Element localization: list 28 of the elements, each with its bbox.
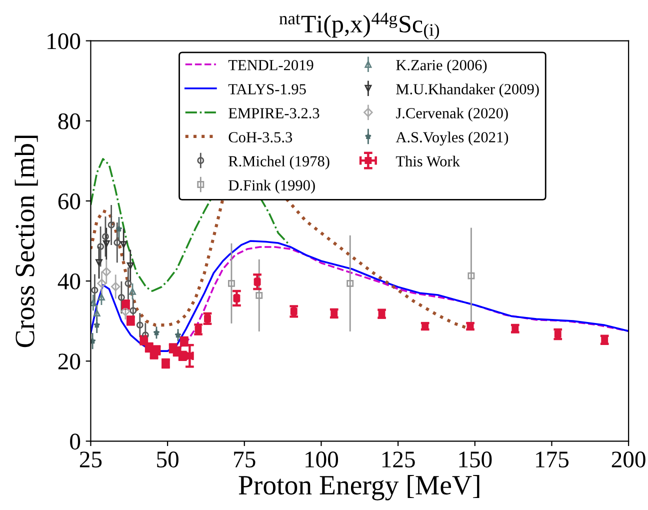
- legend-label: EMPIRE-3.2.3: [228, 108, 320, 118]
- legend-label: CoH-3.5.3: [228, 132, 292, 142]
- y-tick-label: 80: [58, 113, 80, 130]
- legend-label: This Work: [396, 156, 460, 167]
- y-tick-label: 0: [70, 434, 80, 450]
- x-axis-title: Proton Energy [MeV]: [238, 475, 480, 500]
- x-tick-label: 25: [80, 452, 102, 468]
- legend-label: A.S.Voyles (2021): [396, 132, 508, 146]
- x-tick-label: 125: [382, 452, 415, 468]
- legend-label: TENDL-2019: [228, 60, 314, 70]
- y-axis-title: Cross Section [mb]: [14, 136, 38, 348]
- x-tick-label: 75: [234, 452, 256, 468]
- legend-label: J.Cervenak (2020): [396, 108, 508, 122]
- legend-label: TALYS-1.95: [228, 84, 306, 94]
- legend-label: D.Fink (1990): [228, 180, 315, 194]
- x-tick-label: 150: [459, 452, 492, 468]
- y-tick-label: 20: [58, 354, 80, 370]
- x-tick-label: 50: [157, 452, 178, 468]
- y-tick-label: 100: [48, 33, 80, 50]
- x-tick-label: 175: [536, 452, 569, 468]
- y-tick-label: 40: [58, 274, 80, 290]
- legend-label: K.Zarie (2006): [396, 60, 487, 74]
- x-tick-label: 200: [612, 452, 646, 468]
- legend-label: R.Michel (1978): [228, 156, 330, 170]
- y-tick-label: 60: [58, 193, 80, 210]
- legend-label: M.U.Khandaker (2009): [396, 84, 539, 98]
- x-tick-label: 100: [306, 452, 338, 468]
- chart-title: $^{nat}$Ti(p,x)$^{44g}$Sc$_{(i)}$: [279, 12, 440, 40]
